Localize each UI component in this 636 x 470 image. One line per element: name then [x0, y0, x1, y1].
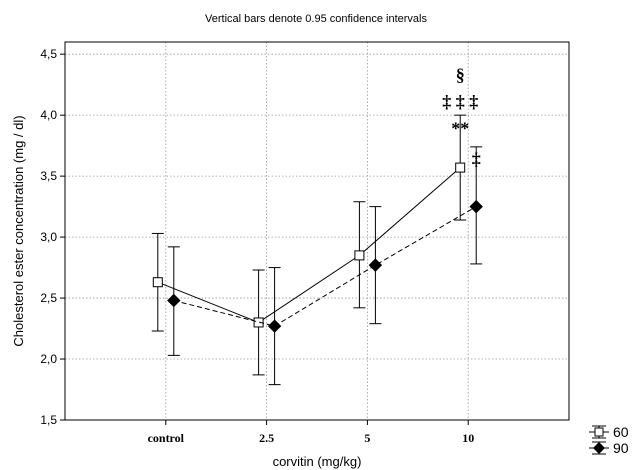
x-axis: control 2.5 5 10 [148, 420, 474, 445]
plot-frame [64, 41, 570, 421]
legend-label: 60 [613, 424, 629, 440]
data-point-square [455, 162, 466, 173]
data-point-diamond [469, 199, 483, 214]
legend-label: 90 [613, 440, 629, 456]
y-tick-label: 3,0 [40, 230, 57, 244]
legend-item-60: 60 [589, 424, 629, 440]
data-point-diamond [167, 293, 181, 308]
series-layer [151, 114, 483, 386]
y-axis-label: Cholesterol ester concentration (mg / dl… [11, 115, 26, 346]
significance-annotation: ‡ ‡ ‡ [442, 92, 478, 112]
data-point-diamond [267, 319, 282, 333]
legend-marker-diamond [593, 442, 605, 454]
grid-layer [65, 42, 569, 420]
legend-marker-square [594, 427, 604, 437]
significance-annotation: ‡ [472, 149, 481, 169]
y-tick-label: 2,5 [40, 291, 57, 305]
x-tick-label: 2.5 [259, 431, 274, 445]
data-point-square [253, 317, 264, 328]
y-axis: 1,5 2,0 2,5 3,0 3,5 4,0 4,5 [40, 47, 65, 427]
significance-annotation: ** [451, 119, 469, 139]
legend-item-90: 90 [589, 440, 629, 456]
series-line-90 [173, 206, 477, 327]
x-tick-label: control [148, 431, 185, 445]
annotation-layer: § ‡ ‡ ‡ **‡ [442, 65, 481, 169]
y-tick-label: 4,5 [40, 47, 57, 61]
data-point-diamond [368, 258, 383, 272]
series-line-60 [157, 167, 461, 324]
x-tick-label: 10 [462, 431, 474, 445]
y-tick-label: 2,0 [40, 352, 57, 366]
series-90 [167, 146, 483, 386]
y-tick-label: 1,5 [40, 413, 57, 427]
y-tick-label: 3,5 [40, 169, 57, 183]
y-tick-label: 4,0 [40, 108, 57, 122]
x-axis-label: corvitin (mg/kg) [273, 454, 362, 469]
series-60 [151, 114, 467, 376]
data-point-square [152, 277, 163, 288]
chart-subtitle: Vertical bars denote 0.95 confidence int… [205, 13, 427, 25]
data-point-square [354, 250, 365, 261]
significance-annotation: § [456, 65, 465, 85]
x-tick-label: 5 [364, 431, 370, 445]
